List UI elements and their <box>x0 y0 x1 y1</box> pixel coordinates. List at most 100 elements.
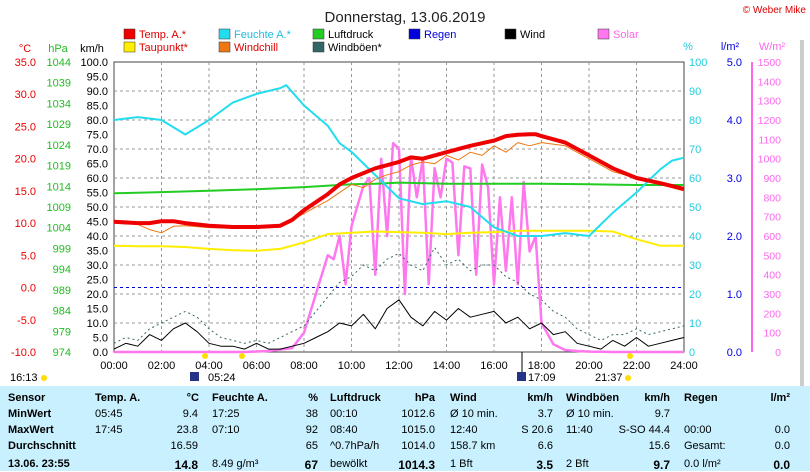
temp-tick-label: -5.0 <box>17 315 36 327</box>
table-cell: 11:40 <box>566 424 593 436</box>
table-cell: Ø 10 min. <box>450 408 498 420</box>
kmh-tick-label: 80.0 <box>87 115 108 127</box>
legend-label: Luftdruck <box>328 29 374 41</box>
sun-icon <box>239 353 245 359</box>
hpa-tick-label: 1009 <box>47 202 71 214</box>
kmh-tick-label: 15.0 <box>87 304 108 316</box>
table-cell: MaxWert <box>8 424 54 436</box>
x-tick-label: 10:00 <box>338 360 366 372</box>
table-cell: S 20.6 <box>521 424 553 436</box>
series-line-taupunkt <box>113 229 684 252</box>
series-line-windben <box>113 247 685 344</box>
legend-label: Wind <box>520 29 545 41</box>
x-tick-label: 04:00 <box>195 360 223 372</box>
pct-tick-label: 10 <box>689 318 701 330</box>
kmh-tick-label: 55.0 <box>87 188 108 200</box>
solar-unit: W/m² <box>759 41 786 53</box>
pct-tick-label: 100 <box>689 57 707 69</box>
pct-tick-label: 50 <box>689 202 701 214</box>
kmh-unit: km/h <box>80 43 104 55</box>
x-tick-label: 12:00 <box>385 360 413 372</box>
x-tick-label: 16:00 <box>480 360 508 372</box>
table-cell: 17:25 <box>212 408 240 420</box>
hpa-tick-label: 1039 <box>47 78 71 90</box>
credit-link[interactable]: © Weber Mike <box>743 5 807 16</box>
chart-axes: 35.0 30.0 25.0 20.0 15.0 10.0 5.0 0.0 -5.0 -10.0 1… <box>11 40 804 386</box>
legend-swatch <box>597 28 610 40</box>
chart-marks <box>113 84 685 354</box>
solar-tick-label: 1400 <box>758 76 782 88</box>
hpa-tick-label: 1044 <box>47 57 71 69</box>
table-cell: 0.0 <box>773 458 790 472</box>
sun-icon <box>202 353 208 359</box>
table-cell: 13.06. 23:55 <box>8 458 70 470</box>
legend-swatch <box>218 28 231 40</box>
kmh-tick-label: 30.0 <box>87 260 108 272</box>
x-tick-label: 18:00 <box>528 360 556 372</box>
hpa-tick-label: 1004 <box>47 223 71 235</box>
kmh-tick-label: 50.0 <box>87 202 108 214</box>
kmh-tick-label: 0.0 <box>93 347 108 359</box>
legend-swatch <box>312 28 325 40</box>
table-cell: MinWert <box>8 408 52 420</box>
table-header-sensor: Sensor <box>8 392 46 404</box>
solar-tick-label: 200 <box>763 308 781 320</box>
table-header-humidity-unit: % <box>308 392 318 404</box>
sunrise-time: 05:24 <box>208 372 236 384</box>
table-cell: Ø 10 min. <box>566 408 614 420</box>
legend-swatch <box>312 41 325 53</box>
x-tick-label: 00:00 <box>100 360 128 372</box>
solar-tick-label: 400 <box>763 270 781 282</box>
solar-tick-label: 1300 <box>758 96 782 108</box>
temp-tick-label: 5.0 <box>21 250 36 262</box>
temp-tick-label: -10.0 <box>11 347 36 359</box>
pct-tick-label: 90 <box>689 86 701 98</box>
table-header-gust: Windböen <box>566 392 620 404</box>
rain-tick-label: 2.0 <box>727 231 742 243</box>
table-cell: 05:45 <box>95 408 123 420</box>
kmh-tick-label: 100.0 <box>80 57 108 69</box>
temp-tick-label: 15.0 <box>15 186 36 198</box>
pct-tick-label: 70 <box>689 144 701 156</box>
rain-tick-label: 1.0 <box>727 289 742 301</box>
temp-tick-label: 10.0 <box>15 218 36 230</box>
table-header-temp-unit: °C <box>186 392 199 404</box>
table-cell: 17:45 <box>95 424 123 436</box>
solar-tick-label: 0 <box>775 347 781 359</box>
legend-label: Solar <box>613 29 639 41</box>
table-header-pressure-unit: hPa <box>414 392 435 404</box>
table-cell: 3.7 <box>537 408 553 420</box>
table-cell: ^0.7hPa/h <box>330 440 380 452</box>
rain-tick-label: 3.0 <box>727 173 742 185</box>
table-cell: 07:10 <box>212 424 240 436</box>
solar-tick-label: 100 <box>763 328 781 340</box>
sunset-time: 21:37 <box>595 372 623 384</box>
table-cell: S-SO 44.4 <box>618 424 670 436</box>
table-cell: 14.8 <box>174 458 198 472</box>
kmh-tick-label: 5.0 <box>93 333 108 345</box>
series-line-luftdruck <box>113 181 684 195</box>
table-cell: 158.7 km <box>450 440 496 452</box>
table-cell: 1 Bft <box>450 458 473 470</box>
kmh-tick-label: 35.0 <box>87 246 108 258</box>
timebar-left-time: 16:13 <box>10 372 38 384</box>
temp-tick-label: 20.0 <box>15 154 36 166</box>
temp-tick-label: 25.0 <box>15 121 36 133</box>
table-cell: 00:00 <box>684 424 712 436</box>
rain-tick-label: 4.0 <box>727 115 742 127</box>
hpa-tick-label: 974 <box>53 347 71 359</box>
weather-chart: 35.0 30.0 25.0 20.0 15.0 10.0 5.0 0.0 -5.0 -10.0 1… <box>10 5 807 386</box>
kmh-tick-label: 65.0 <box>87 159 108 171</box>
temp-tick-label: 0.0 <box>21 283 36 295</box>
sun-icon <box>627 353 633 359</box>
solar-tick-label: 1100 <box>758 134 781 146</box>
legend-swatch <box>408 28 421 40</box>
kmh-tick-label: 40.0 <box>87 231 108 243</box>
hpa-tick-label: 1029 <box>47 119 71 131</box>
table-header-rain-unit: l/m² <box>770 392 790 404</box>
kmh-tick-label: 95.0 <box>87 72 108 84</box>
x-tick-label: 08:00 <box>290 360 318 372</box>
temp-tick-label: 30.0 <box>15 89 36 101</box>
table-cell: 16.59 <box>170 440 198 452</box>
table-cell: Gesamt: <box>684 440 726 452</box>
